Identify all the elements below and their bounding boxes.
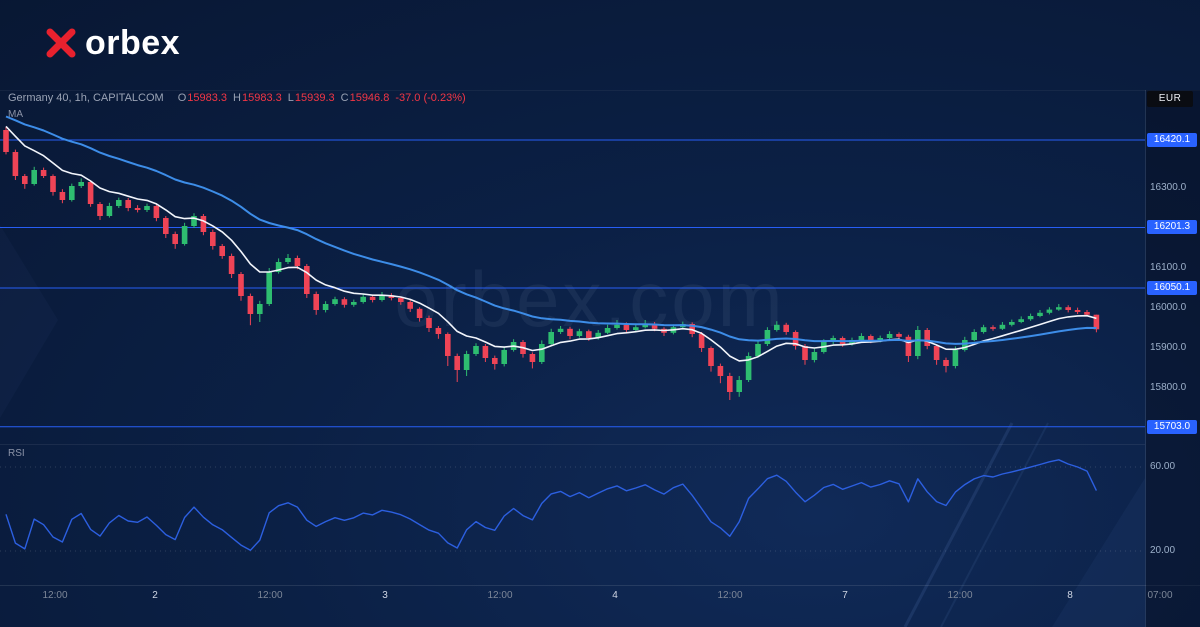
- price-axis-label: 15900.0: [1150, 342, 1187, 353]
- ohlc-close-value: 15946.8: [349, 92, 390, 104]
- brand-logo: orbex: [46, 26, 180, 60]
- time-axis-label: 12:00: [42, 590, 68, 601]
- time-axis-label: 2: [152, 590, 158, 601]
- ohlc-low-value: 15939.3: [294, 92, 335, 104]
- rsi-indicator-label[interactable]: RSI: [8, 448, 25, 459]
- price-axis[interactable]: EUR 16420.1 16300.0 16201.3 16100.0 16050.1 1…: [1146, 90, 1200, 627]
- time-axis-label: 7: [842, 590, 848, 601]
- price-axis-label: 16000.0: [1150, 302, 1187, 313]
- brand-wordmark: orbex: [85, 24, 181, 62]
- ohlc-open-value: 15983.3: [187, 92, 228, 104]
- watermark: orbex.com: [394, 255, 786, 343]
- price-axis-label: 15800.0: [1150, 382, 1187, 393]
- time-axis-label: 4: [612, 590, 618, 601]
- time-axis-label: 3: [382, 590, 388, 601]
- ma-indicator-label[interactable]: MA: [8, 109, 23, 120]
- ohlc-high-value: 15983.3: [241, 92, 282, 104]
- price-level-label: 15703.0: [1147, 420, 1197, 434]
- header-divider: [0, 90, 1200, 91]
- brand-x-icon: [46, 28, 76, 58]
- pane-divider: [0, 444, 1145, 445]
- currency-badge[interactable]: EUR: [1147, 91, 1193, 107]
- ohlc-open-label: O: [177, 92, 187, 104]
- price-axis-divider: [1145, 90, 1146, 627]
- time-axis[interactable]: 12:00 2 12:00 3 12:00 4 12:00 7 12:00 8 07:00: [0, 585, 1200, 627]
- price-level-label: 16201.3: [1147, 220, 1197, 234]
- price-level-label: 16420.1: [1147, 133, 1197, 147]
- time-axis-label: 12:00: [257, 590, 283, 601]
- time-axis-label: 12:00: [947, 590, 973, 601]
- rsi-axis-label: 60.00: [1150, 461, 1176, 472]
- symbol-title[interactable]: Germany 40, 1h, CAPITALCOM: [8, 92, 164, 104]
- ohlc-change: -37.0 (-0.23%): [395, 92, 466, 104]
- time-axis-label: 12:00: [717, 590, 743, 601]
- rsi-axis-label: 20.00: [1150, 545, 1176, 556]
- time-axis-label: 8: [1067, 590, 1073, 601]
- price-level-label: 16050.1: [1147, 281, 1197, 295]
- ohlc-high-label: H: [233, 92, 241, 104]
- price-axis-label: 16300.0: [1150, 182, 1187, 193]
- chart-header: Germany 40, 1h, CAPITALCOM O 15983.3 H 1…: [8, 92, 466, 104]
- price-axis-label: 16100.0: [1150, 262, 1187, 273]
- time-axis-divider: [0, 585, 1200, 586]
- time-axis-label: 07:00: [1147, 590, 1173, 601]
- ohlc-close-label: C: [340, 92, 349, 104]
- ohlc-low-label: L: [287, 92, 294, 104]
- time-axis-label: 12:00: [487, 590, 513, 601]
